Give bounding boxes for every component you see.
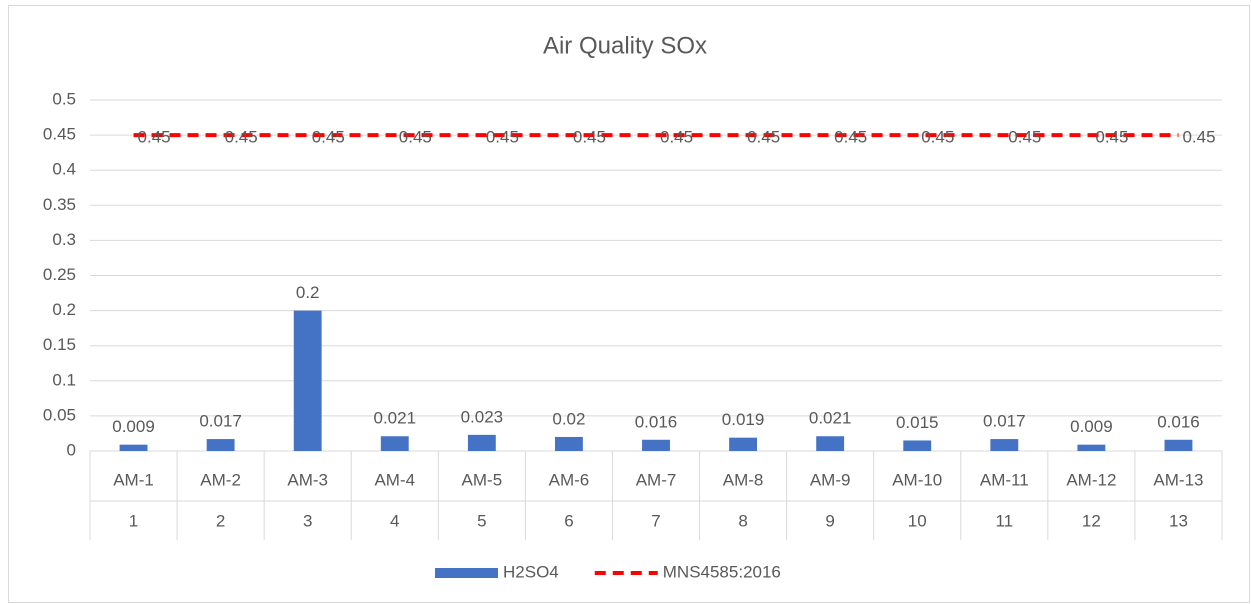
bar [206, 439, 235, 451]
data-label: 0.015 [896, 413, 939, 432]
x-tick-label-level2: 2 [216, 511, 225, 530]
x-tick-label-level2: 5 [477, 511, 486, 530]
data-label: 0.45 [1008, 128, 1041, 147]
data-label: 0.45 [1095, 128, 1128, 147]
x-tick-label-level2: 7 [651, 511, 660, 530]
bar [554, 436, 583, 451]
y-tick-label: 0 [67, 440, 76, 459]
x-tick-label: AM-7 [636, 470, 677, 489]
data-label: 0.016 [635, 412, 678, 431]
data-label: 0.021 [809, 409, 852, 428]
bar [990, 439, 1019, 451]
x-tick-label-level2: 4 [390, 511, 399, 530]
x-tick-label: AM-2 [200, 470, 241, 489]
x-tick-label: AM-3 [287, 470, 328, 489]
y-tick-label: 0.05 [43, 405, 76, 424]
x-tick-label: AM-13 [1153, 470, 1203, 489]
chart-title: Air Quality SOx [543, 32, 707, 59]
x-tick-label: AM-4 [374, 470, 415, 489]
data-label: 0.45 [138, 128, 171, 147]
y-tick-label: 0.15 [43, 335, 76, 354]
y-tick-label: 0.5 [52, 89, 76, 108]
data-label: 0.45 [486, 128, 519, 147]
data-label: 0.021 [373, 409, 416, 428]
y-tick-label: 0.45 [43, 125, 76, 144]
x-tick-label: AM-11 [980, 470, 1029, 489]
bar [816, 436, 845, 451]
x-tick-label-level2: 11 [995, 511, 1013, 530]
bar [293, 310, 322, 451]
bar [380, 436, 409, 451]
bar [903, 440, 932, 451]
data-label: 0.45 [921, 128, 954, 147]
data-label: 0.009 [1070, 417, 1113, 436]
bar [642, 439, 670, 451]
data-label: 0.017 [199, 412, 242, 431]
y-tick-label: 0.3 [52, 230, 76, 249]
y-tick-label: 0.4 [52, 160, 76, 179]
bar [1077, 444, 1106, 451]
bar [119, 444, 148, 451]
data-label: 0.019 [722, 410, 765, 429]
data-label: 0.45 [573, 128, 606, 147]
data-label: 0.45 [1182, 128, 1215, 147]
x-tick-label: AM-8 [723, 470, 764, 489]
x-tick-label: AM-12 [1066, 470, 1116, 489]
data-label: 0.017 [983, 412, 1026, 431]
data-label: 0.45 [747, 128, 780, 147]
data-label: 0.45 [660, 128, 693, 147]
legend-swatch [435, 568, 498, 578]
x-tick-label-level2: 6 [564, 511, 573, 530]
bar [467, 434, 496, 451]
data-label: 0.023 [461, 407, 504, 426]
data-label: 0.2 [296, 283, 320, 302]
data-label: 0.009 [112, 417, 155, 436]
x-tick-label-level2: 12 [1082, 511, 1101, 530]
y-tick-label: 0.1 [52, 370, 76, 389]
x-tick-label: AM-5 [462, 470, 503, 489]
x-tick-label-level2: 10 [908, 511, 927, 530]
data-label: 0.45 [312, 128, 345, 147]
data-label: 0.45 [834, 128, 867, 147]
x-tick-label: AM-10 [892, 470, 942, 489]
bar [1164, 439, 1193, 451]
x-tick-label-level2: 9 [825, 511, 834, 530]
data-label: 0.45 [225, 128, 258, 147]
x-tick-label-level2: 1 [129, 511, 138, 530]
x-tick-label: AM-6 [549, 470, 590, 489]
x-tick-label-level2: 3 [303, 511, 312, 530]
chart-border [8, 5, 1250, 603]
data-label: 0.016 [1157, 412, 1200, 431]
y-tick-label: 0.2 [52, 300, 76, 319]
bar [729, 437, 758, 451]
legend-label: H2SO4 [503, 562, 559, 581]
x-tick-label-level2: 13 [1169, 511, 1188, 530]
legend-label: MNS4585:2016 [663, 562, 781, 581]
y-tick-label: 0.35 [43, 195, 76, 214]
x-tick-label: AM-1 [113, 470, 154, 489]
y-tick-label: 0.25 [43, 265, 76, 284]
data-label: 0.45 [399, 128, 432, 147]
data-label: 0.02 [552, 409, 585, 428]
x-tick-label: AM-9 [810, 470, 851, 489]
x-tick-label-level2: 8 [738, 511, 747, 530]
